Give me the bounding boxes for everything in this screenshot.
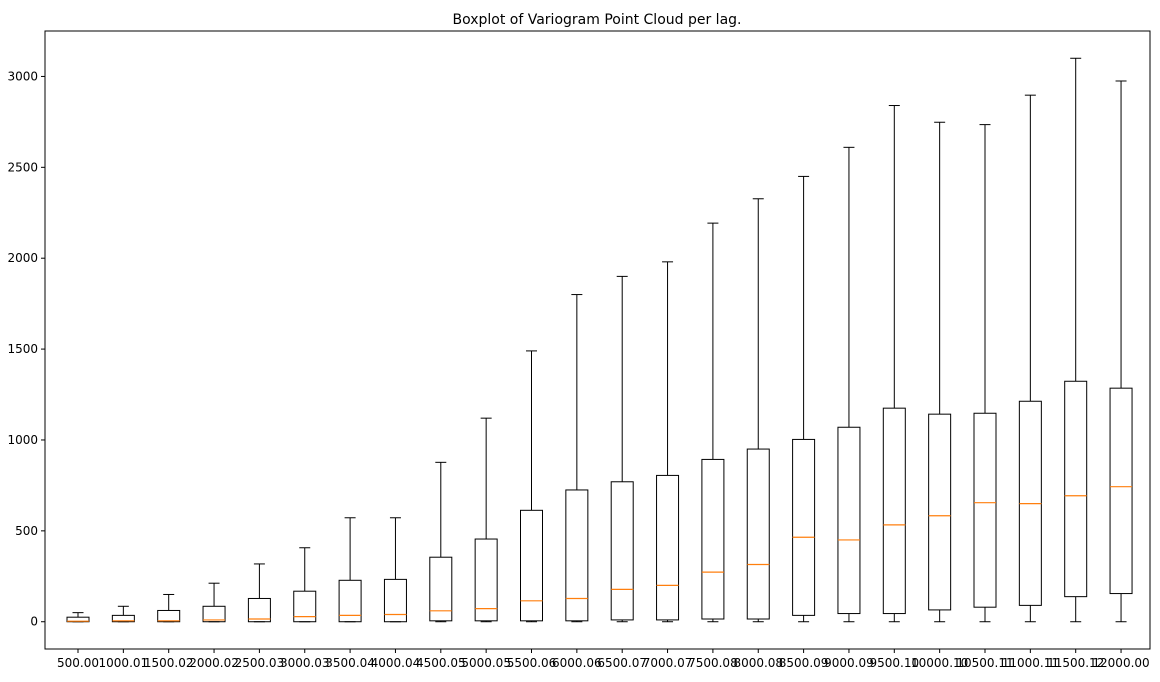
x-tick-label: 11000.11 — [1002, 656, 1059, 670]
x-tick-label: 4500.05 — [416, 656, 466, 670]
box-series — [66, 57, 1133, 623]
y-tick-label: 1500 — [7, 342, 38, 356]
x-tick-label: 11500.12 — [1047, 656, 1104, 670]
box — [247, 597, 271, 623]
x-tick-label: 12000.00 — [1092, 656, 1149, 670]
y-tick-label: 1000 — [7, 433, 38, 447]
box — [520, 509, 543, 622]
box — [882, 407, 906, 615]
x-tick-label: 8500.09 — [779, 656, 829, 670]
x-tick-label: 10500.11 — [956, 656, 1013, 670]
box — [656, 474, 680, 621]
box — [928, 413, 952, 611]
box — [746, 448, 770, 620]
box — [973, 412, 997, 608]
x-tick-label: 1000.01 — [99, 656, 149, 670]
x-tick-label: 1500.02 — [144, 656, 194, 670]
y-tick-label: 2500 — [7, 160, 38, 174]
x-tick-label: 9500.10 — [869, 656, 919, 670]
box — [111, 614, 135, 623]
x-tick-label: 4000.04 — [371, 656, 421, 670]
x-tick-label: 8000.08 — [733, 656, 783, 670]
plot-area-frame — [44, 30, 1151, 650]
x-axis: 500.00 1000.011500.022000.022500.033000.0… — [57, 649, 1150, 670]
x-tick-label: 3500.04 — [325, 656, 375, 670]
x-tick-label: 6000.06 — [552, 656, 602, 670]
x-tick-label: 7000.07 — [643, 656, 693, 670]
y-tick-label: 0 — [30, 615, 38, 629]
box — [701, 458, 725, 620]
x-tick-label: 5500.06 — [507, 656, 557, 670]
box — [338, 579, 362, 623]
chart-title: Boxplot of Variogram Point Cloud per lag… — [452, 12, 741, 28]
x-tick-label: 2000.02 — [189, 656, 239, 670]
box — [565, 489, 589, 622]
y-tick-label: 2000 — [7, 251, 38, 265]
box — [610, 481, 634, 621]
x-tick-label: 3000.03 — [280, 656, 330, 670]
x-tick-label: 500.00 — [57, 656, 99, 670]
x-tick-label: 7500.08 — [688, 656, 738, 670]
x-tick-label: 9000.09 — [824, 656, 874, 670]
y-tick-label: 3000 — [7, 69, 38, 83]
box — [837, 426, 861, 615]
x-tick-label: 2500.03 — [235, 656, 285, 670]
y-tick-label: 500 — [15, 524, 38, 538]
box — [1109, 387, 1133, 595]
box — [792, 438, 816, 616]
box — [202, 605, 226, 623]
box — [1064, 380, 1088, 598]
x-tick-label: 6500.07 — [597, 656, 647, 670]
box — [157, 609, 181, 623]
box — [293, 590, 317, 623]
y-axis: 0 500 1000 1500 2000 2500 3000 — [7, 69, 45, 629]
box — [429, 556, 453, 622]
box — [383, 578, 407, 623]
x-tick-label: 5000.05 — [461, 656, 511, 670]
box — [474, 538, 498, 622]
x-tick-label: 10000.10 — [911, 656, 968, 670]
